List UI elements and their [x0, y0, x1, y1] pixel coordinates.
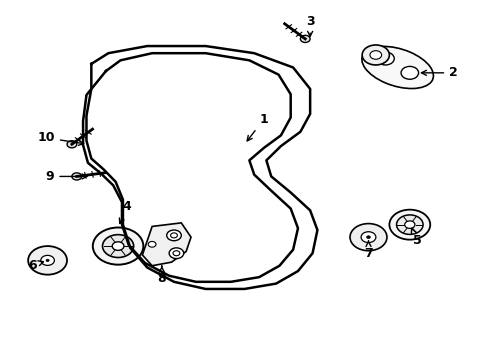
- Circle shape: [300, 35, 309, 42]
- Text: 6: 6: [29, 258, 43, 271]
- Circle shape: [41, 255, 54, 265]
- Circle shape: [46, 259, 49, 261]
- Polygon shape: [142, 223, 191, 266]
- Text: 4: 4: [119, 200, 131, 224]
- Circle shape: [396, 215, 422, 234]
- Text: 7: 7: [364, 241, 372, 260]
- Circle shape: [362, 45, 388, 65]
- Circle shape: [366, 236, 369, 239]
- Circle shape: [67, 141, 77, 148]
- Circle shape: [360, 232, 375, 243]
- Circle shape: [404, 221, 414, 228]
- Text: 9: 9: [45, 170, 87, 183]
- Circle shape: [400, 66, 418, 79]
- Circle shape: [376, 52, 393, 65]
- Ellipse shape: [361, 46, 432, 89]
- Text: 8: 8: [157, 266, 166, 285]
- Circle shape: [148, 242, 156, 247]
- Circle shape: [166, 230, 181, 241]
- Circle shape: [28, 246, 67, 275]
- Circle shape: [388, 210, 429, 240]
- Circle shape: [349, 224, 386, 251]
- Text: 1: 1: [246, 113, 268, 141]
- Circle shape: [93, 228, 143, 265]
- Circle shape: [173, 251, 180, 256]
- Circle shape: [72, 173, 81, 180]
- Circle shape: [169, 248, 183, 258]
- Circle shape: [112, 242, 123, 250]
- Circle shape: [102, 235, 133, 257]
- Text: 2: 2: [421, 66, 457, 79]
- Text: 10: 10: [37, 131, 83, 145]
- Text: 5: 5: [410, 228, 421, 247]
- Circle shape: [369, 51, 381, 59]
- Text: 3: 3: [305, 14, 314, 36]
- Circle shape: [170, 233, 177, 238]
